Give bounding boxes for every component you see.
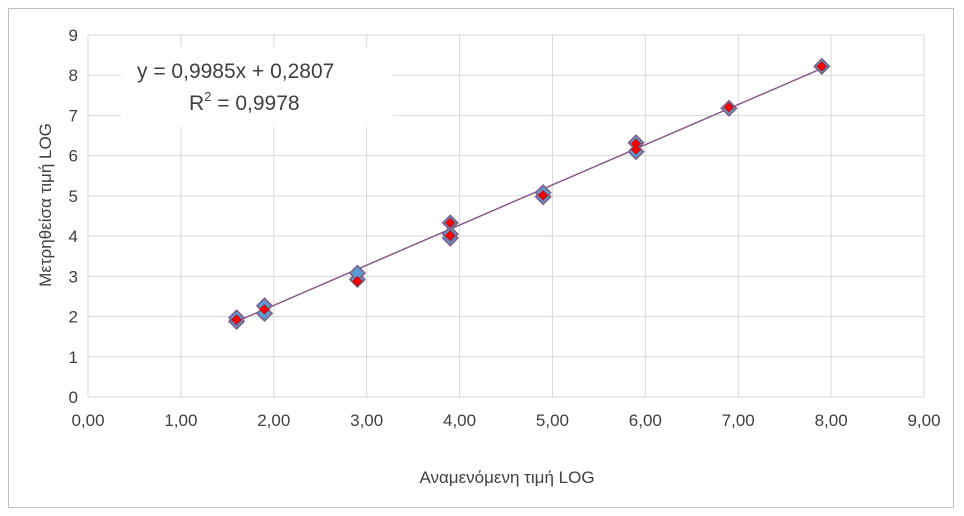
data-point-red: [445, 217, 456, 228]
grid: [87, 34, 925, 398]
scatter-chart: 0,00 1,00 2,00 3,00 4,00 5,00 6,00 7,00 8,00 9,00…: [36, 26, 941, 487]
y-tick-label: 7: [69, 106, 78, 125]
trendline-equation: y = 0,9985x + 0,2807: [137, 60, 334, 83]
x-tick-label: 7,00: [722, 411, 755, 430]
x-tick-label: 2,00: [257, 411, 290, 430]
y-tick-label: 6: [69, 147, 78, 166]
r-squared-value: = 0,9978: [211, 92, 299, 115]
y-tick-label: 3: [69, 267, 78, 286]
data-point-red: [259, 304, 270, 315]
x-tick-label: 0,00: [71, 411, 104, 430]
data-point-red: [231, 314, 242, 325]
data-point-red: [352, 276, 363, 287]
data-point-red: [723, 102, 734, 113]
data-point-red: [538, 190, 549, 201]
data-point-red: [630, 144, 642, 155]
y-tick-label: 2: [69, 308, 78, 327]
data-point-red: [816, 61, 827, 72]
y-tick-label: 8: [69, 66, 78, 85]
y-tick-label: 4: [69, 227, 78, 246]
r-squared-prefix: R: [189, 92, 204, 115]
chart-frame: 0,00 1,00 2,00 3,00 4,00 5,00 6,00 7,00 8,00 9,00…: [8, 8, 954, 508]
y-tick-label: 5: [69, 187, 78, 206]
data-point-red: [630, 138, 642, 149]
x-tick-label: 1,00: [164, 411, 197, 430]
x-tick-label: 5,00: [536, 411, 569, 430]
data-points: [227, 57, 831, 331]
x-tick-label: 3,00: [350, 411, 383, 430]
r-squared-superscript: 2: [204, 89, 211, 104]
r-squared-label: R2 = 0,9978: [189, 89, 300, 115]
x-tick-label: 8,00: [815, 411, 848, 430]
x-axis-title: Αναμενόμενη τιμή LOG: [419, 468, 594, 487]
y-tick-label: 9: [69, 26, 78, 45]
x-tick-label: 6,00: [629, 411, 662, 430]
data-point-red: [445, 230, 456, 241]
y-tick-label: 0: [69, 388, 78, 407]
tick-labels: 0,00 1,00 2,00 3,00 4,00 5,00 6,00 7,00 8,00 9,00…: [69, 26, 941, 430]
y-tick-label: 1: [69, 348, 78, 367]
y-axis-title: Μετρηθείσα τιμή LOG: [36, 123, 55, 287]
equation-box: [121, 47, 393, 127]
x-tick-label: 4,00: [443, 411, 476, 430]
x-tick-label: 9,00: [907, 411, 940, 430]
